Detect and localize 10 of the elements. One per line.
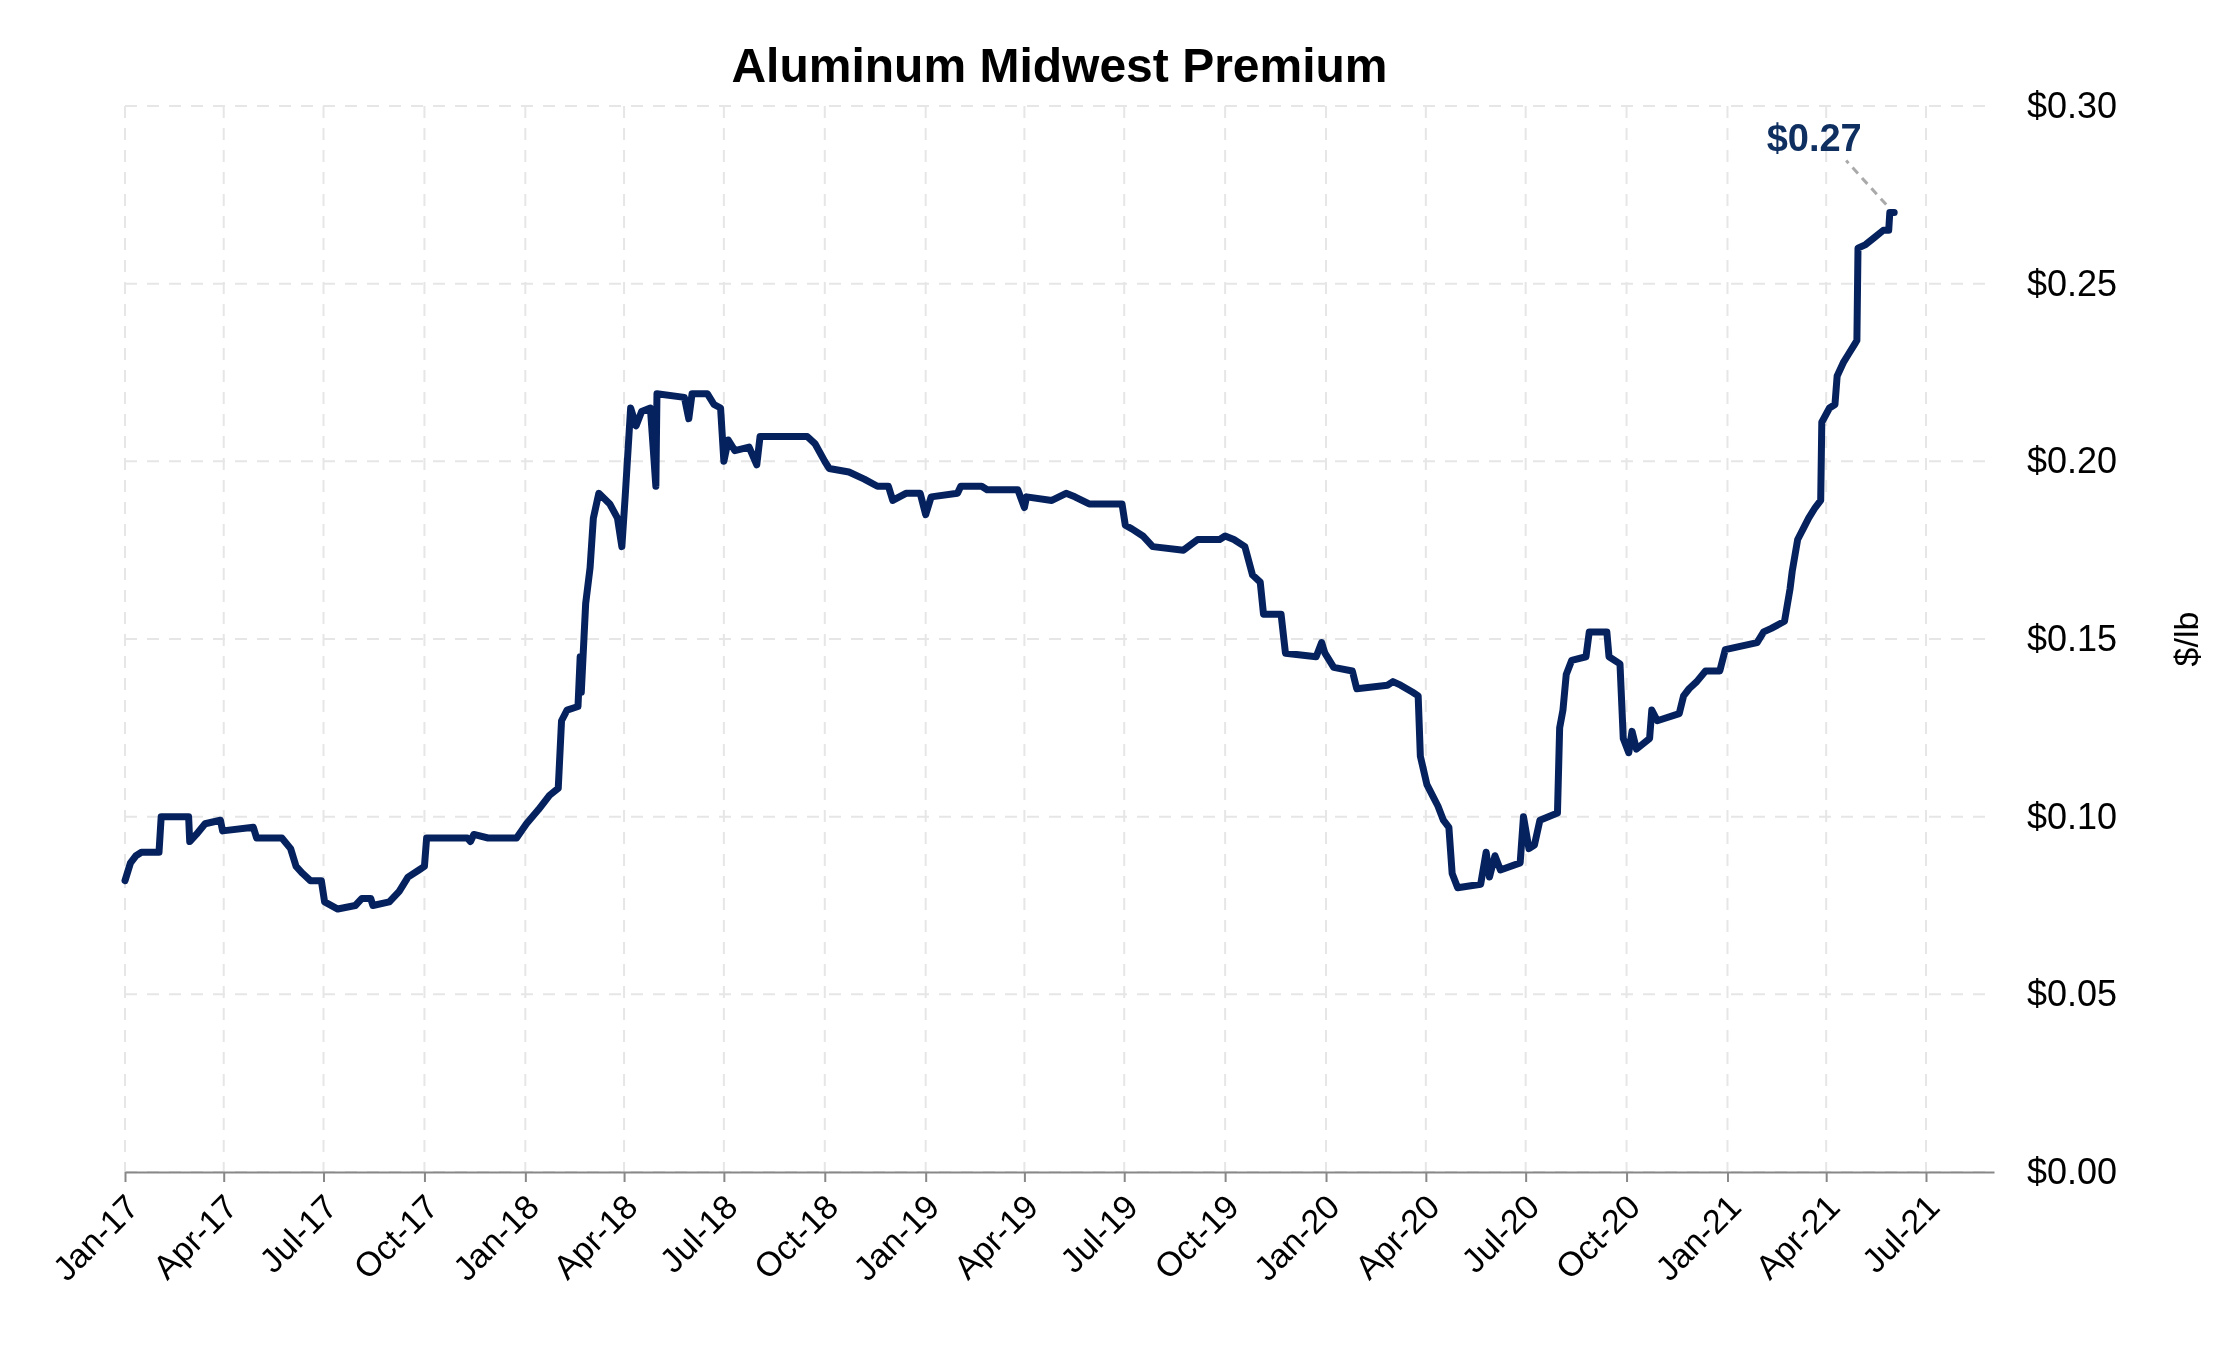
y-tick-label: $0.30 (2027, 85, 2118, 127)
y-tick-label: $0.10 (2027, 795, 2118, 837)
chart-title: Aluminum Midwest Premium (731, 39, 1388, 92)
y-tick-label: $0.05 (2027, 973, 2118, 1015)
y-tick-label: $0.25 (2027, 262, 2118, 304)
y-tick-label: $0.15 (2027, 618, 2118, 660)
y-tick-label: $0.00 (2027, 1151, 2118, 1193)
y-axis-title: $/lb (2167, 611, 2205, 667)
y-tick-label: $0.20 (2027, 440, 2118, 482)
annotation: $0.27 (1766, 116, 1862, 159)
